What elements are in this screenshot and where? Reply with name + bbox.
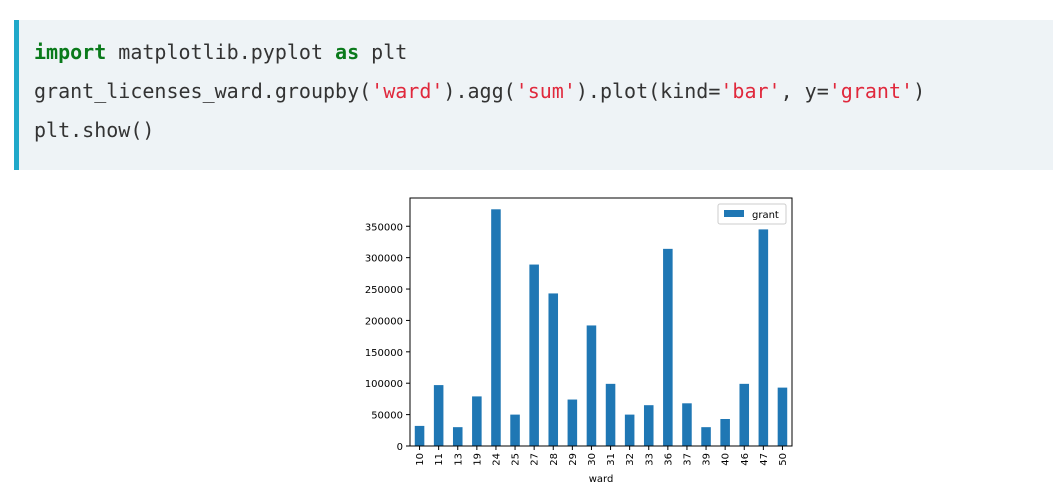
y-tick-label: 0	[397, 442, 403, 453]
x-tick-label: 32	[625, 453, 636, 466]
bar-47	[758, 229, 769, 446]
y-tick-label: 250000	[365, 285, 403, 296]
code-line-3: plt.show()	[34, 118, 154, 142]
legend-box	[717, 203, 787, 225]
x-tick-label: 31	[606, 453, 617, 466]
code-text: ).plot(kind=	[575, 79, 721, 103]
code-text: grant_licenses_ward.groupby(	[34, 79, 372, 103]
bar-32	[624, 414, 635, 446]
y-tick-label: 100000	[365, 379, 403, 390]
y-tick-label: 300000	[365, 254, 403, 265]
x-tick-label: 13	[453, 453, 464, 466]
string-literal: 'ward'	[371, 79, 444, 103]
code-text: )	[913, 79, 926, 103]
x-tick-label: 30	[587, 453, 598, 466]
x-tick-label: 11	[434, 453, 445, 466]
bar-10	[414, 425, 425, 446]
x-tick-label: 24	[491, 453, 502, 466]
bar-36	[663, 248, 673, 446]
code-line-1: import matplotlib.pyplot as plt	[34, 40, 407, 64]
bar-24	[491, 209, 501, 446]
code-text: , y=	[780, 79, 829, 103]
legend-label: grant	[752, 210, 779, 221]
x-tick-label: 50	[778, 453, 789, 466]
x-tick-label: 37	[682, 453, 693, 466]
code-line-2: grant_licenses_ward.groupby('ward').agg(…	[34, 79, 925, 103]
x-tick-label: 46	[740, 453, 751, 466]
code-text: matplotlib.pyplot	[106, 40, 336, 64]
x-tick-label: 19	[472, 453, 483, 466]
bar-29	[567, 399, 578, 446]
plot-frame	[409, 197, 793, 447]
bar-chart: 0 50000 100000 150000 200000 250000 300000 3500…	[365, 197, 793, 485]
bar-37	[682, 403, 692, 446]
x-axis-label: ward	[589, 474, 614, 485]
x-tick-label: 33	[644, 453, 655, 466]
bar-19	[472, 396, 482, 446]
bar-27	[529, 264, 539, 446]
code-text: plt.show()	[34, 118, 155, 142]
string-literal: 'grant'	[828, 79, 914, 103]
x-tick-label: 25	[511, 453, 522, 466]
code-text: plt	[359, 40, 408, 64]
x-tick-label: 40	[721, 453, 732, 466]
bar-50	[777, 387, 788, 446]
x-tick-label: 27	[530, 453, 541, 466]
bar-25	[510, 414, 520, 446]
y-tick-label: 200000	[365, 316, 403, 327]
bar-13	[452, 427, 463, 446]
x-tick-label: 28	[549, 453, 560, 466]
string-literal: 'bar'	[720, 79, 781, 103]
string-literal: 'sum'	[515, 79, 576, 103]
bar-40	[720, 419, 730, 446]
x-tick-label: 29	[568, 453, 579, 466]
legend-swatch	[724, 210, 744, 217]
x-tick-label: 10	[415, 453, 426, 466]
bar-33	[643, 405, 654, 446]
bar-39	[701, 427, 711, 446]
bar-46	[739, 383, 750, 446]
x-tick-label: 36	[663, 453, 674, 466]
y-tick-label: 350000	[365, 222, 403, 233]
code-cell: import matplotlib.pyplot as plt grant_li…	[14, 20, 1053, 170]
bar-30	[586, 325, 597, 446]
x-tick-label: 39	[702, 453, 713, 466]
keyword-as: as	[335, 40, 360, 64]
bar-11	[433, 385, 444, 446]
y-tick-label: 150000	[365, 348, 403, 359]
x-tick-label: 47	[759, 453, 770, 466]
bar-28	[548, 293, 559, 446]
y-tick-label: 50000	[371, 411, 403, 422]
keyword-import: import	[34, 40, 107, 64]
bar-31	[605, 383, 616, 446]
code-text: ).agg(	[443, 79, 516, 103]
